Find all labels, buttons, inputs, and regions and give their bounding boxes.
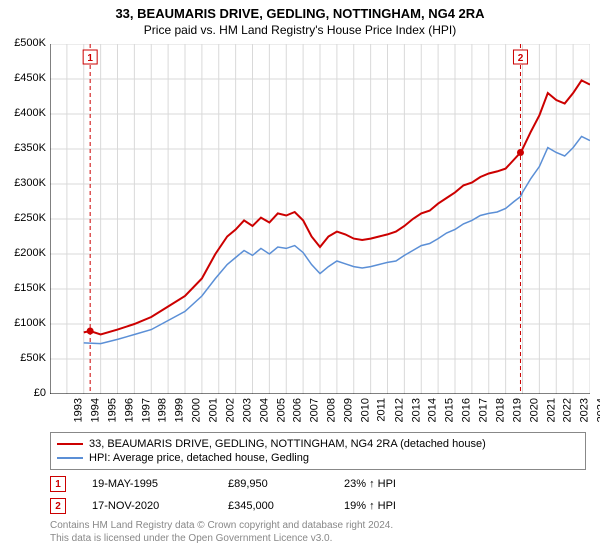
marker-date: 19-MAY-1995 xyxy=(92,478,202,490)
marker-table: 1 19-MAY-1995 £89,950 23% ↑ HPI 2 17-NOV-2020… xyxy=(50,473,396,517)
x-tick-label: 1994 xyxy=(89,398,101,422)
x-tick-label: 2001 xyxy=(207,398,219,422)
legend-item: HPI: Average price, detached house, Gedl… xyxy=(57,451,579,465)
x-tick-label: 2007 xyxy=(309,398,321,422)
footnote: Contains HM Land Registry data © Crown c… xyxy=(50,520,393,545)
legend-swatch xyxy=(57,457,83,459)
marker-number-box: 1 xyxy=(50,476,66,492)
y-tick-label: £200K xyxy=(0,247,46,259)
x-tick-label: 1999 xyxy=(174,398,186,422)
legend-swatch xyxy=(57,443,83,445)
marker-number-box: 2 xyxy=(50,498,66,514)
marker-date: 17-NOV-2020 xyxy=(92,500,202,512)
marker-row: 2 17-NOV-2020 £345,000 19% ↑ HPI xyxy=(50,495,396,517)
x-tick-label: 2013 xyxy=(410,398,422,422)
y-tick-label: £350K xyxy=(0,142,46,154)
x-tick-label: 2022 xyxy=(562,398,574,422)
x-tick-label: 1998 xyxy=(157,398,169,422)
footnote-line1: Contains HM Land Registry data © Crown c… xyxy=(50,520,393,533)
legend-label: 33, BEAUMARIS DRIVE, GEDLING, NOTTINGHAM… xyxy=(89,438,486,450)
x-tick-label: 2011 xyxy=(375,398,387,422)
y-tick-label: £50K xyxy=(0,352,46,364)
svg-text:1: 1 xyxy=(87,53,93,64)
x-tick-label: 2008 xyxy=(326,398,338,422)
x-tick-label: 2000 xyxy=(191,398,203,422)
x-tick-label: 1997 xyxy=(140,398,152,422)
x-tick-label: 1993 xyxy=(72,398,84,422)
x-tick-label: 2012 xyxy=(393,398,405,422)
x-tick-label: 2010 xyxy=(359,398,371,422)
chart-area: 12 xyxy=(50,44,590,394)
x-tick-label: 2020 xyxy=(528,398,540,422)
x-tick-label: 2002 xyxy=(224,398,236,422)
x-tick-label: 2023 xyxy=(579,398,591,422)
x-tick-label: 1995 xyxy=(106,398,118,422)
y-tick-label: £500K xyxy=(0,37,46,49)
chart-subtitle: Price paid vs. HM Land Registry's House … xyxy=(0,21,600,37)
y-tick-label: £100K xyxy=(0,317,46,329)
x-tick-label: 2024 xyxy=(596,398,600,422)
x-tick-label: 2014 xyxy=(427,398,439,422)
legend-item: 33, BEAUMARIS DRIVE, GEDLING, NOTTINGHAM… xyxy=(57,437,579,451)
x-tick-label: 2016 xyxy=(461,398,473,422)
x-tick-label: 2005 xyxy=(275,398,287,422)
legend-label: HPI: Average price, detached house, Gedl… xyxy=(89,452,309,464)
chart-svg: 12 xyxy=(50,44,590,394)
x-tick-label: 2006 xyxy=(292,398,304,422)
x-tick-label: 2004 xyxy=(258,398,270,422)
marker-pct: 19% ↑ HPI xyxy=(344,500,396,512)
y-tick-label: £150K xyxy=(0,282,46,294)
marker-price: £345,000 xyxy=(228,500,318,512)
x-tick-label: 2018 xyxy=(494,398,506,422)
legend-box: 33, BEAUMARIS DRIVE, GEDLING, NOTTINGHAM… xyxy=(50,432,586,470)
x-tick-label: 2003 xyxy=(241,398,253,422)
marker-pct: 23% ↑ HPI xyxy=(344,478,396,490)
x-tick-label: 2019 xyxy=(511,398,523,422)
marker-price: £89,950 xyxy=(228,478,318,490)
x-tick-label: 2015 xyxy=(444,398,456,422)
y-tick-label: £450K xyxy=(0,72,46,84)
marker-row: 1 19-MAY-1995 £89,950 23% ↑ HPI xyxy=(50,473,396,495)
y-tick-label: £400K xyxy=(0,107,46,119)
svg-text:2: 2 xyxy=(518,53,524,64)
footnote-line2: This data is licensed under the Open Gov… xyxy=(50,533,393,546)
chart-title: 33, BEAUMARIS DRIVE, GEDLING, NOTTINGHAM… xyxy=(0,0,600,21)
x-tick-label: 2009 xyxy=(342,398,354,422)
x-tick-label: 1996 xyxy=(123,398,135,422)
x-tick-label: 2021 xyxy=(545,398,557,422)
chart-container: 33, BEAUMARIS DRIVE, GEDLING, NOTTINGHAM… xyxy=(0,0,600,560)
y-tick-label: £0 xyxy=(0,387,46,399)
x-tick-label: 2017 xyxy=(477,398,489,422)
y-tick-label: £300K xyxy=(0,177,46,189)
y-tick-label: £250K xyxy=(0,212,46,224)
